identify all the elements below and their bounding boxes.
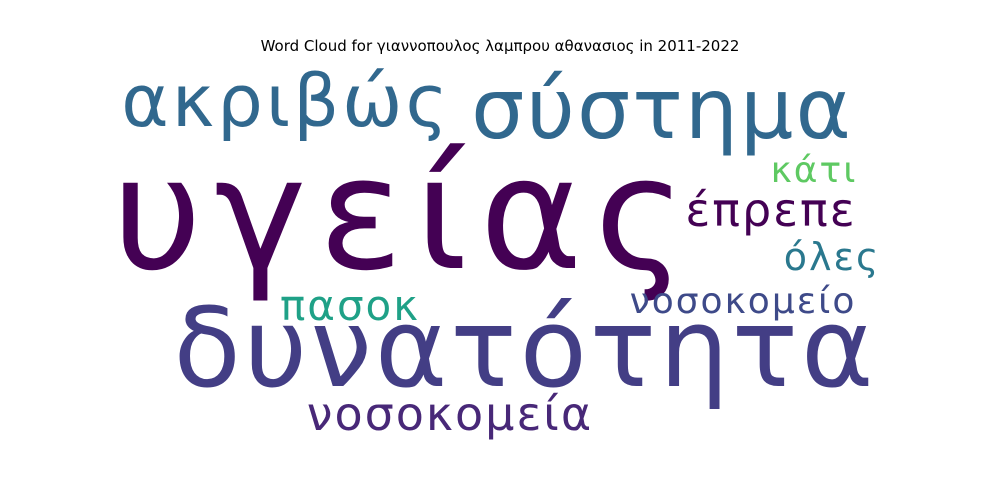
word-eprepe: έπρεπε (685, 183, 856, 237)
word-nosokomeio: νοσοκομείο (630, 281, 857, 322)
word-oles: όλες (784, 235, 881, 279)
chart-title: Word Cloud for γιαννοπουλος λαμπρου αθαν… (260, 37, 740, 55)
word-pasok: πασοκ (280, 281, 420, 330)
word-ygeias: υγείας (112, 123, 698, 305)
word-systima: σύστημα (471, 60, 853, 158)
word-nosokomeia: νοσοκομεία (307, 387, 593, 441)
word-dynatotita: δυνατότητα (173, 284, 876, 412)
word-kati: κάτι (771, 150, 858, 191)
word-akrivos: ακριβώς (121, 59, 450, 143)
